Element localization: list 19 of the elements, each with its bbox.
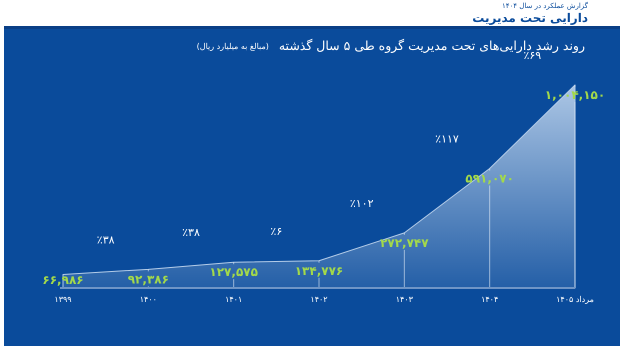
annotation: ٪۳۸ xyxy=(182,226,200,240)
data-label: ۲۷۲,۷۴۷ xyxy=(380,236,430,250)
text: ٪۶۹ xyxy=(523,49,542,62)
x-tick-label: ۱۳۹۹ xyxy=(54,295,72,304)
data-label: ۱۳۴,۷۷۶ xyxy=(294,264,344,278)
text: دارایی تحت مدیریت xyxy=(472,11,588,25)
x-tick-label: ۱۴۰۳ xyxy=(396,295,414,304)
data-label: ۹۲,۳۸۶ xyxy=(128,272,169,286)
x-tick-label: ۱۴۰۴ xyxy=(481,295,498,304)
x-tick-label: ۱۴۰۱ xyxy=(225,295,242,304)
annotation: ٪۶ xyxy=(270,224,282,238)
x-tick-label: ۱۴۰۲ xyxy=(310,295,328,304)
annotation: ٪۳۸ xyxy=(96,233,115,246)
annotation: ٪۱۱۷ xyxy=(435,132,459,146)
annotation: ٪۱۰۲ xyxy=(350,196,374,210)
data-label: ۱۲۷,۵۷۵ xyxy=(209,265,258,280)
chart-subtitle: (مبالغ به میلیارد ریال) xyxy=(196,42,269,51)
x-tick-label: مرداد ۱۴۰۵ xyxy=(556,295,594,304)
x-tick-label: ۱۴۰۰ xyxy=(140,295,157,304)
